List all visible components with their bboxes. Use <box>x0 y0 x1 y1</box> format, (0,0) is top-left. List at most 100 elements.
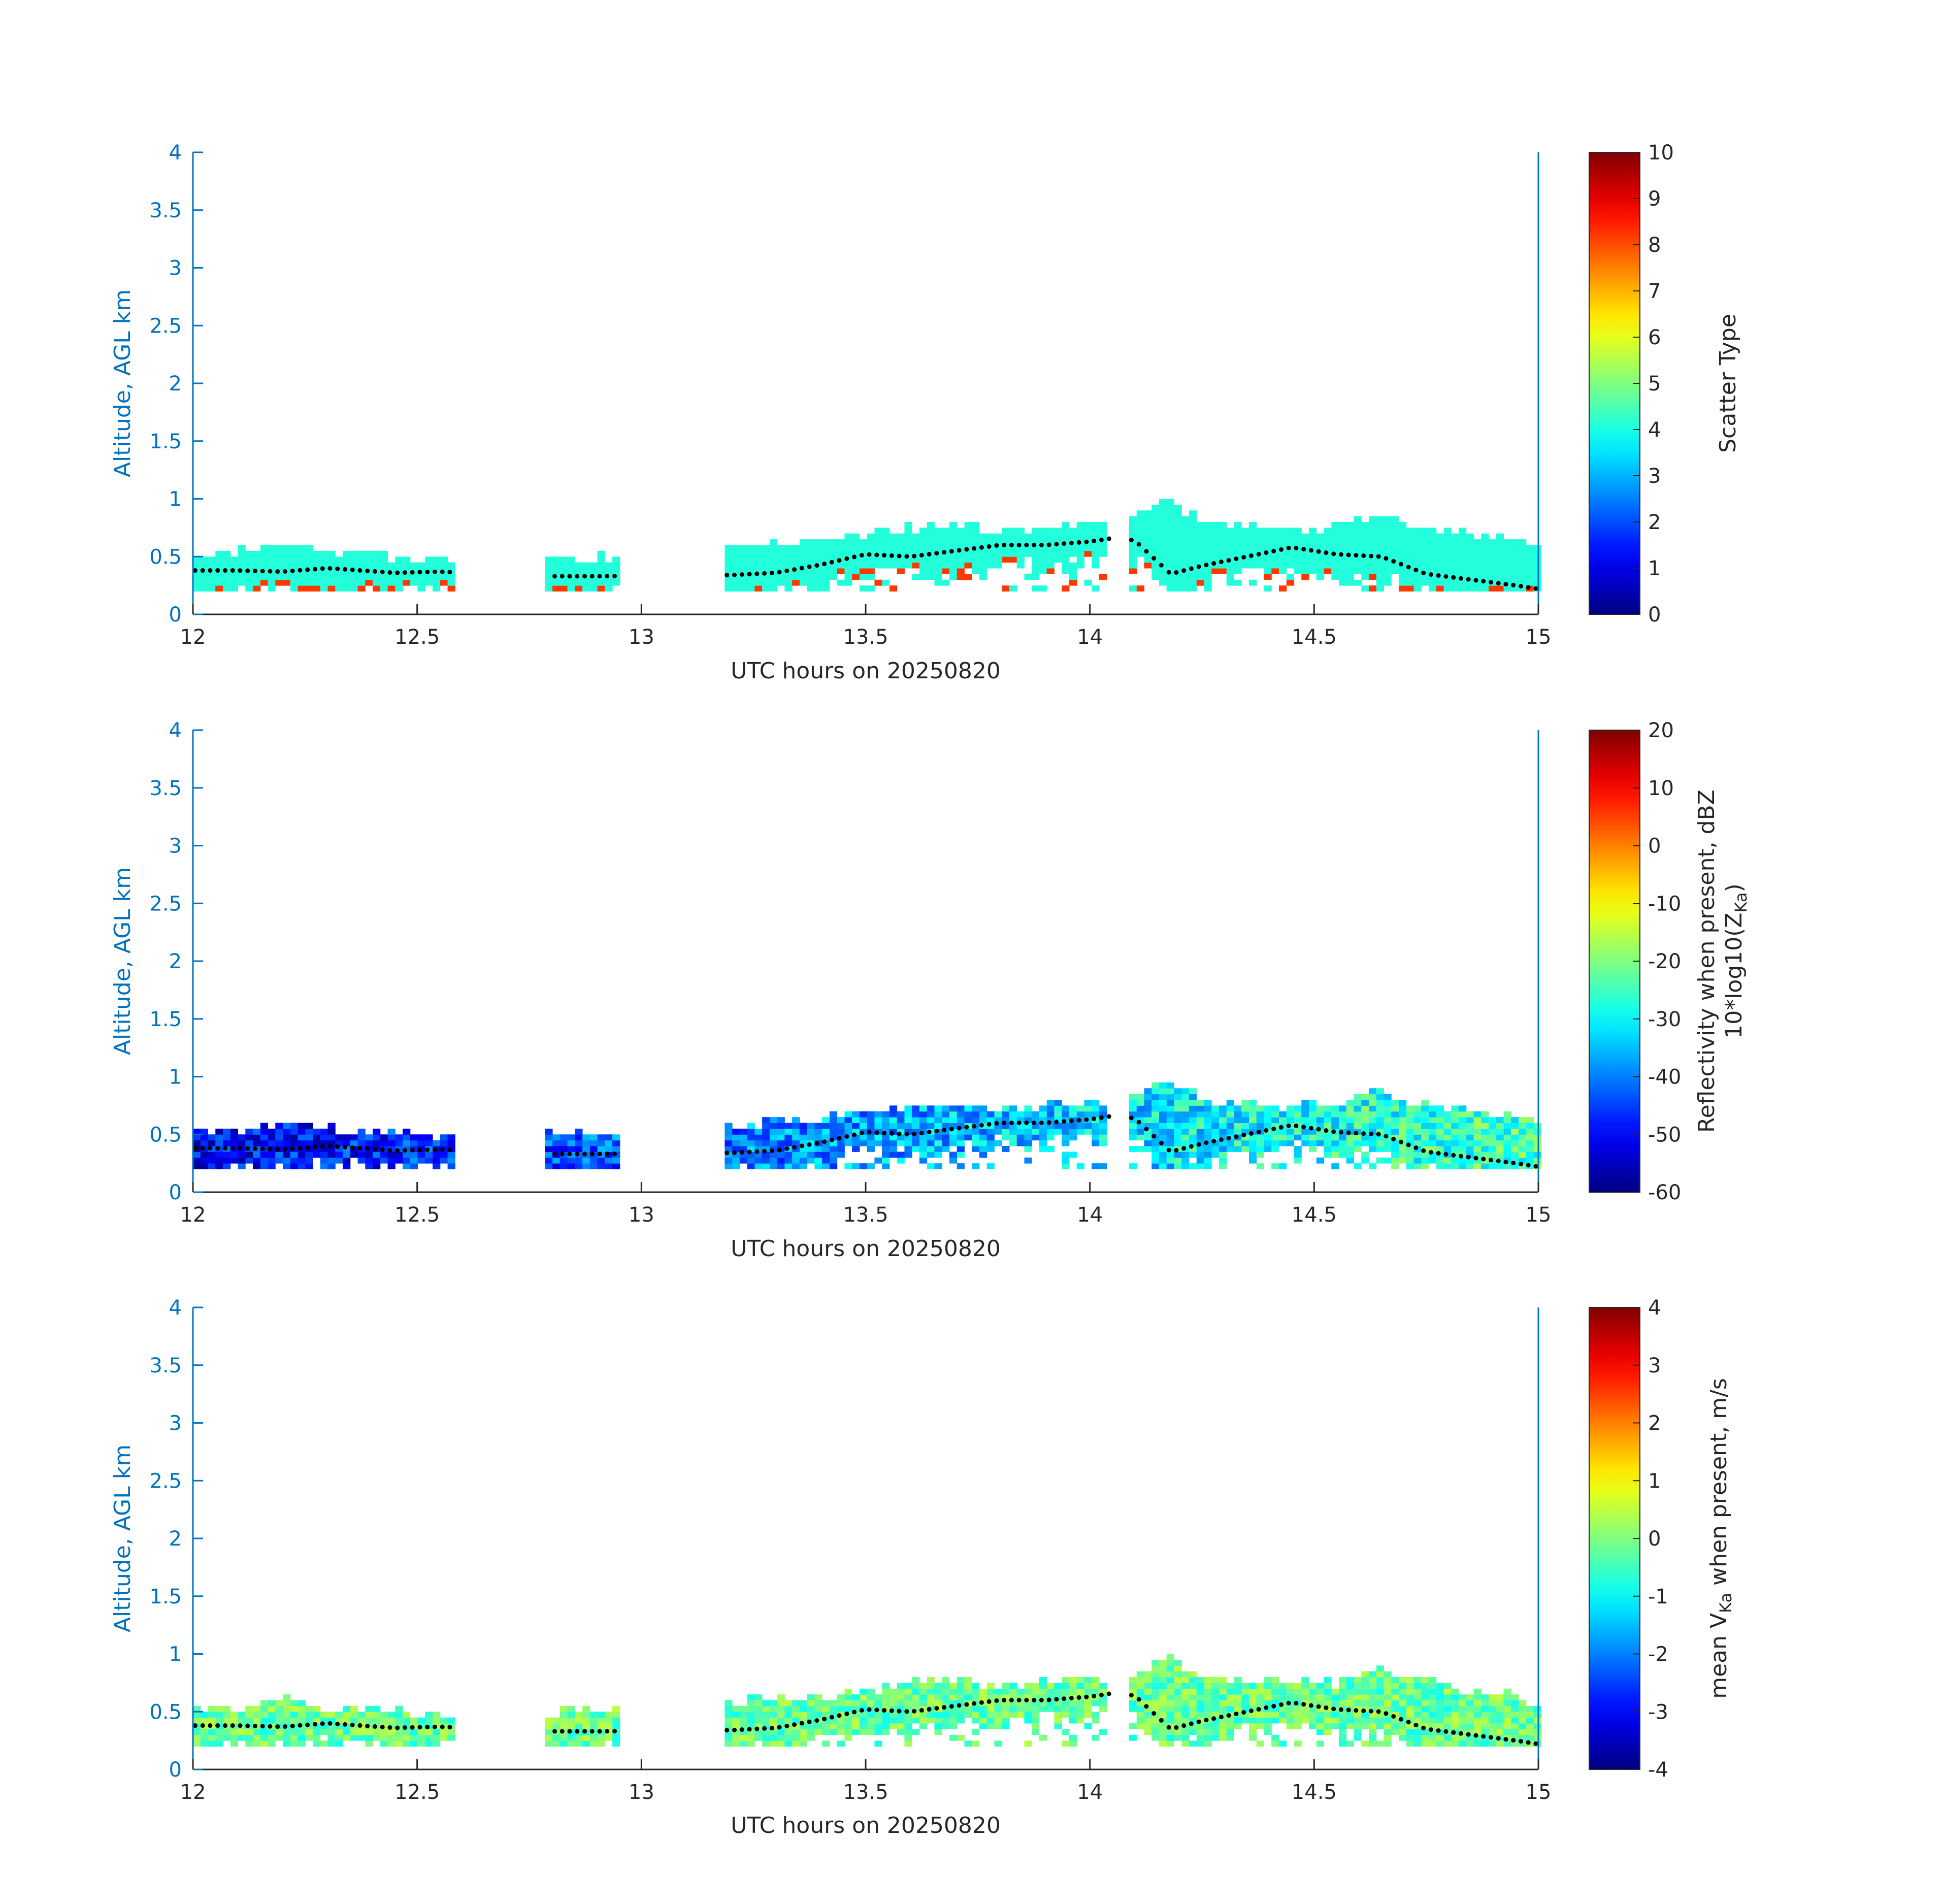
heatmap-cell <box>1248 1712 1257 1718</box>
heatmap-cell <box>1346 1694 1355 1700</box>
heatmap-cell <box>335 1140 343 1146</box>
cloud-base-dot <box>1488 580 1493 585</box>
heatmap-cell <box>747 1152 755 1158</box>
heatmap-cell <box>777 1123 785 1129</box>
heatmap-cell <box>807 568 815 574</box>
heatmap-cell <box>1496 1140 1504 1146</box>
heatmap-cell <box>612 1157 620 1164</box>
heatmap-cell <box>1129 1705 1137 1712</box>
heatmap-cell <box>575 1734 583 1741</box>
heatmap-cell <box>290 1700 299 1706</box>
heatmap-cell <box>1181 533 1190 540</box>
heatmap-cell <box>440 1729 448 1735</box>
heatmap-cell <box>829 1128 838 1135</box>
heatmap-cell <box>1151 1671 1160 1678</box>
heatmap-cell <box>972 1163 980 1169</box>
heatmap-cell <box>949 1700 958 1706</box>
heatmap-cell <box>589 1741 598 1747</box>
heatmap-cell <box>1204 1723 1212 1729</box>
heatmap-cell <box>1204 585 1212 592</box>
heatmap-cell <box>268 562 276 569</box>
heatmap-cell <box>343 1134 351 1141</box>
heatmap-cell <box>867 1117 875 1123</box>
heatmap-cell <box>1159 1677 1167 1683</box>
heatmap-cell <box>1316 1694 1325 1700</box>
heatmap-cell <box>1384 568 1392 574</box>
heatmap-cell <box>1421 562 1429 569</box>
colorbar-label: Scatter Type <box>1715 314 1741 453</box>
heatmap-cell <box>545 1134 553 1141</box>
heatmap-cell <box>1219 1128 1227 1135</box>
heatmap-cell <box>1271 1111 1279 1118</box>
heatmap-cell <box>919 1117 928 1123</box>
heatmap-cell <box>972 1146 980 1152</box>
heatmap-cell <box>1376 1146 1385 1152</box>
cloud-base-dot <box>552 574 557 579</box>
heatmap-cell <box>829 1729 838 1735</box>
colorbar-tick-label: -10 <box>1648 892 1681 915</box>
heatmap-cell <box>1376 1128 1385 1135</box>
heatmap-cell <box>829 539 838 545</box>
cloud-base-dot <box>1136 542 1141 547</box>
heatmap-cell <box>1391 522 1399 528</box>
heatmap-cell <box>1376 522 1385 528</box>
heatmap-cell <box>230 1717 239 1724</box>
heatmap-cell <box>822 1128 830 1135</box>
cloud-base-dot <box>1016 1698 1022 1702</box>
heatmap-cell <box>1226 1100 1234 1106</box>
heatmap-cell <box>1443 1123 1452 1129</box>
heatmap-cell <box>1002 1717 1010 1724</box>
heatmap-cell <box>1024 1700 1032 1706</box>
heatmap-cell <box>545 1717 553 1724</box>
cloud-base-dot <box>342 567 347 572</box>
heatmap-cell <box>994 539 1002 545</box>
heatmap-cell <box>1369 1117 1377 1123</box>
heatmap-cell <box>223 1140 231 1146</box>
heatmap-cell <box>1069 1683 1077 1689</box>
heatmap-cell <box>1032 556 1040 563</box>
heatmap-cell <box>1354 1712 1362 1718</box>
heatmap-cell <box>327 1163 336 1169</box>
heatmap-cell <box>1264 528 1272 534</box>
cloud-base-dot <box>357 1145 363 1151</box>
heatmap-cell <box>575 585 583 592</box>
heatmap-cell <box>1159 1128 1167 1135</box>
heatmap-cell <box>1204 550 1212 557</box>
heatmap-cell <box>1436 1140 1444 1146</box>
heatmap-cell <box>1211 1152 1220 1158</box>
cloud-base-dot <box>1354 1131 1359 1136</box>
heatmap-cell <box>1278 1128 1287 1135</box>
cloud-base-dot <box>964 547 969 552</box>
heatmap-cell <box>1466 562 1474 569</box>
heatmap-cell <box>1526 1123 1534 1129</box>
heatmap-cell <box>1204 1123 1212 1129</box>
heatmap-cell <box>1151 1140 1160 1146</box>
cloud-base-dot <box>1533 1741 1538 1746</box>
heatmap-cell <box>725 1152 733 1158</box>
cloud-base-dot <box>380 569 385 574</box>
heatmap-cell <box>1413 1683 1422 1689</box>
heatmap-cell <box>1189 1729 1197 1735</box>
heatmap-cell <box>582 1134 590 1141</box>
x-tick-label: 12 <box>180 1203 206 1227</box>
heatmap-cell <box>1301 1100 1309 1106</box>
x-tick-label: 12 <box>180 626 206 649</box>
heatmap-cell <box>1234 1146 1242 1152</box>
cloud-base-dot <box>799 566 804 571</box>
heatmap-cell <box>1466 1157 1474 1164</box>
heatmap-cell <box>1046 556 1055 563</box>
cloud-base-dot <box>1503 582 1508 587</box>
heatmap-cell <box>1519 1117 1527 1123</box>
heatmap-cell <box>1346 1117 1355 1123</box>
heatmap-cell <box>1451 579 1459 586</box>
heatmap-cell <box>1399 528 1407 534</box>
cloud-base-dot <box>245 1146 250 1151</box>
cloud-base-dot <box>417 570 422 575</box>
heatmap-cell <box>313 1146 321 1152</box>
heatmap-cell <box>1496 1152 1504 1158</box>
heatmap-cell <box>1166 533 1174 540</box>
heatmap-cell <box>1144 1683 1152 1689</box>
heatmap-cell <box>387 1741 396 1747</box>
heatmap-cell <box>245 1741 253 1747</box>
heatmap-cell <box>1489 1705 1497 1712</box>
